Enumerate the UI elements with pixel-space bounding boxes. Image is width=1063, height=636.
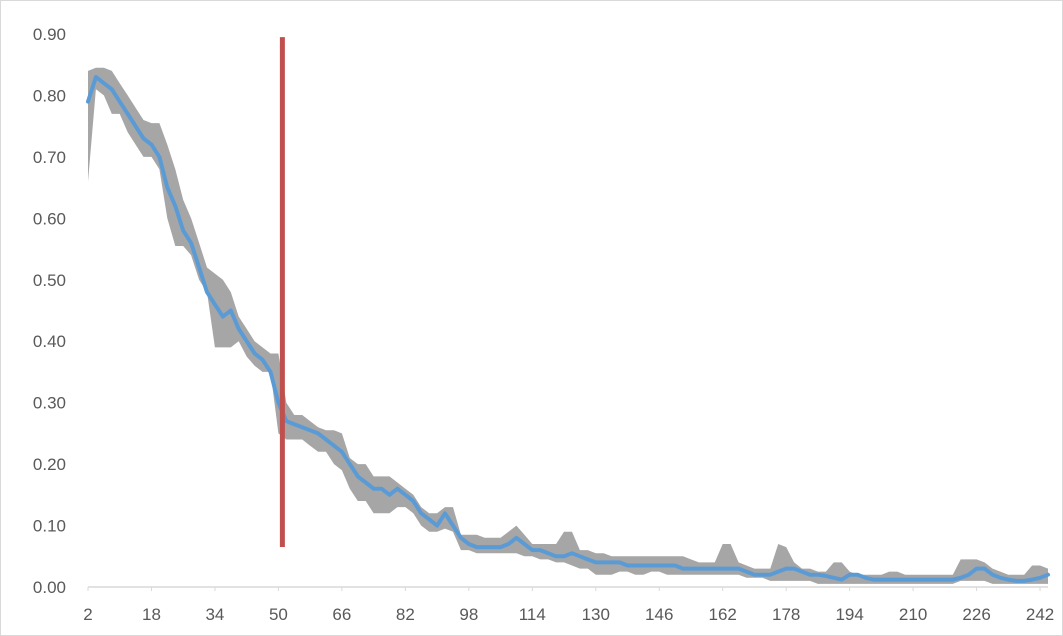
x-axis-ticks: 2 18 34 50 66 82 98 114 130 146 162 178 194 210 226 242 (83, 587, 1054, 624)
x-tick-label: 210 (899, 605, 927, 624)
x-tick-label: 18 (142, 605, 161, 624)
y-axis-ticks: 0.00 0.10 0.20 0.30 0.40 0.50 0.60 0.70 0.80 0.90 (33, 25, 66, 597)
y-tick-label: 0.10 (33, 517, 66, 536)
x-tick-label: 146 (645, 605, 673, 624)
x-tick-label: 130 (582, 605, 610, 624)
x-tick-label: 98 (459, 605, 478, 624)
x-tick-label: 194 (835, 605, 863, 624)
x-tick-label: 114 (519, 605, 546, 624)
x-tick-label: 66 (332, 605, 351, 624)
y-tick-label: 0.00 (33, 578, 66, 597)
y-tick-label: 0.50 (33, 271, 66, 290)
y-tick-label: 0.70 (33, 148, 66, 167)
y-tick-label: 0.90 (33, 25, 66, 44)
range-band (88, 67, 1048, 584)
y-tick-label: 0.60 (33, 209, 66, 228)
x-tick-label: 50 (269, 605, 288, 624)
x-tick-label: 226 (962, 605, 990, 624)
y-tick-label: 0.20 (33, 455, 66, 474)
x-tick-label: 242 (1026, 605, 1054, 624)
y-tick-label: 0.40 (33, 332, 66, 351)
x-tick-label: 162 (709, 605, 737, 624)
x-tick-label: 82 (396, 605, 415, 624)
x-tick-label: 2 (83, 605, 92, 624)
mean-line (86, 75, 1050, 583)
plot-area (86, 37, 1050, 588)
x-tick-label: 34 (205, 605, 224, 624)
y-tick-label: 0.80 (33, 86, 66, 105)
y-tick-label: 0.30 (33, 394, 66, 413)
x-tick-label: 178 (772, 605, 800, 624)
